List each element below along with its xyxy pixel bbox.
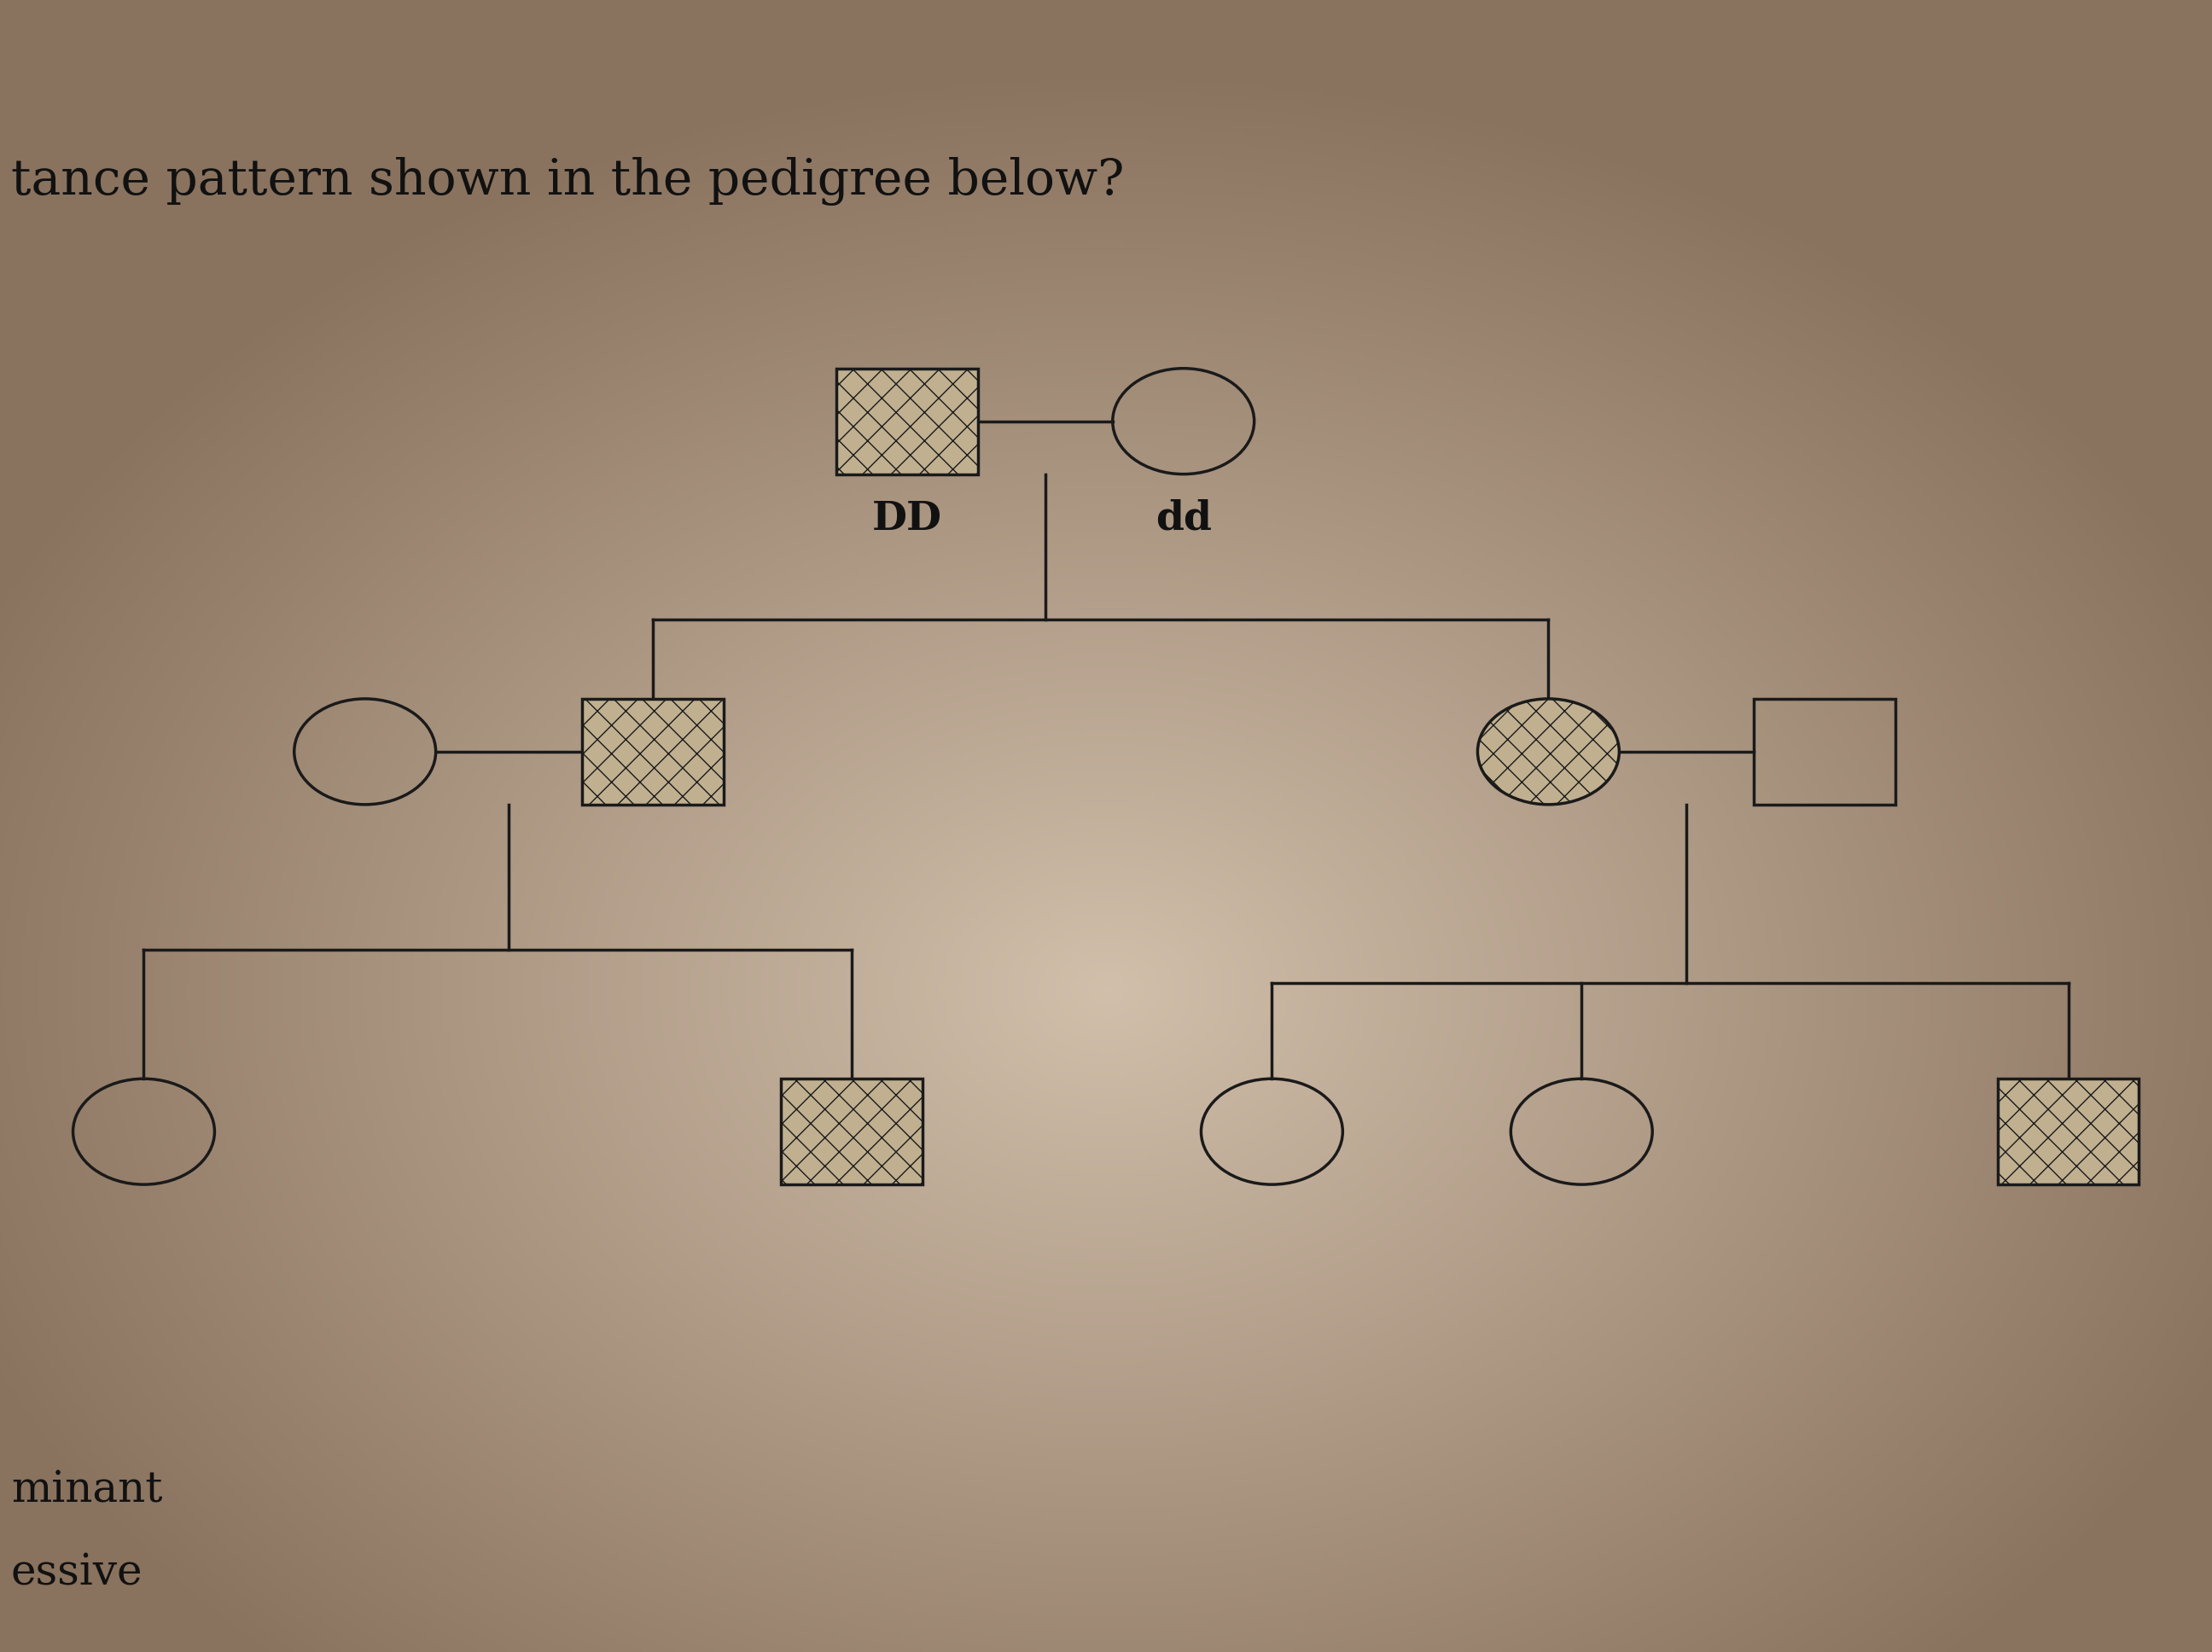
Text: dd: dd <box>1155 499 1212 539</box>
Text: tance pattern shown in the pedigree below?: tance pattern shown in the pedigree belo… <box>11 157 1124 205</box>
Text: essive: essive <box>11 1551 144 1594</box>
Circle shape <box>1478 699 1619 805</box>
Bar <box>1997 1079 2139 1184</box>
Bar <box>781 1079 922 1184</box>
Text: DD: DD <box>872 499 942 539</box>
Text: minant: minant <box>11 1469 161 1512</box>
Bar <box>836 368 978 474</box>
Bar <box>1754 699 1896 805</box>
Bar <box>582 699 723 805</box>
